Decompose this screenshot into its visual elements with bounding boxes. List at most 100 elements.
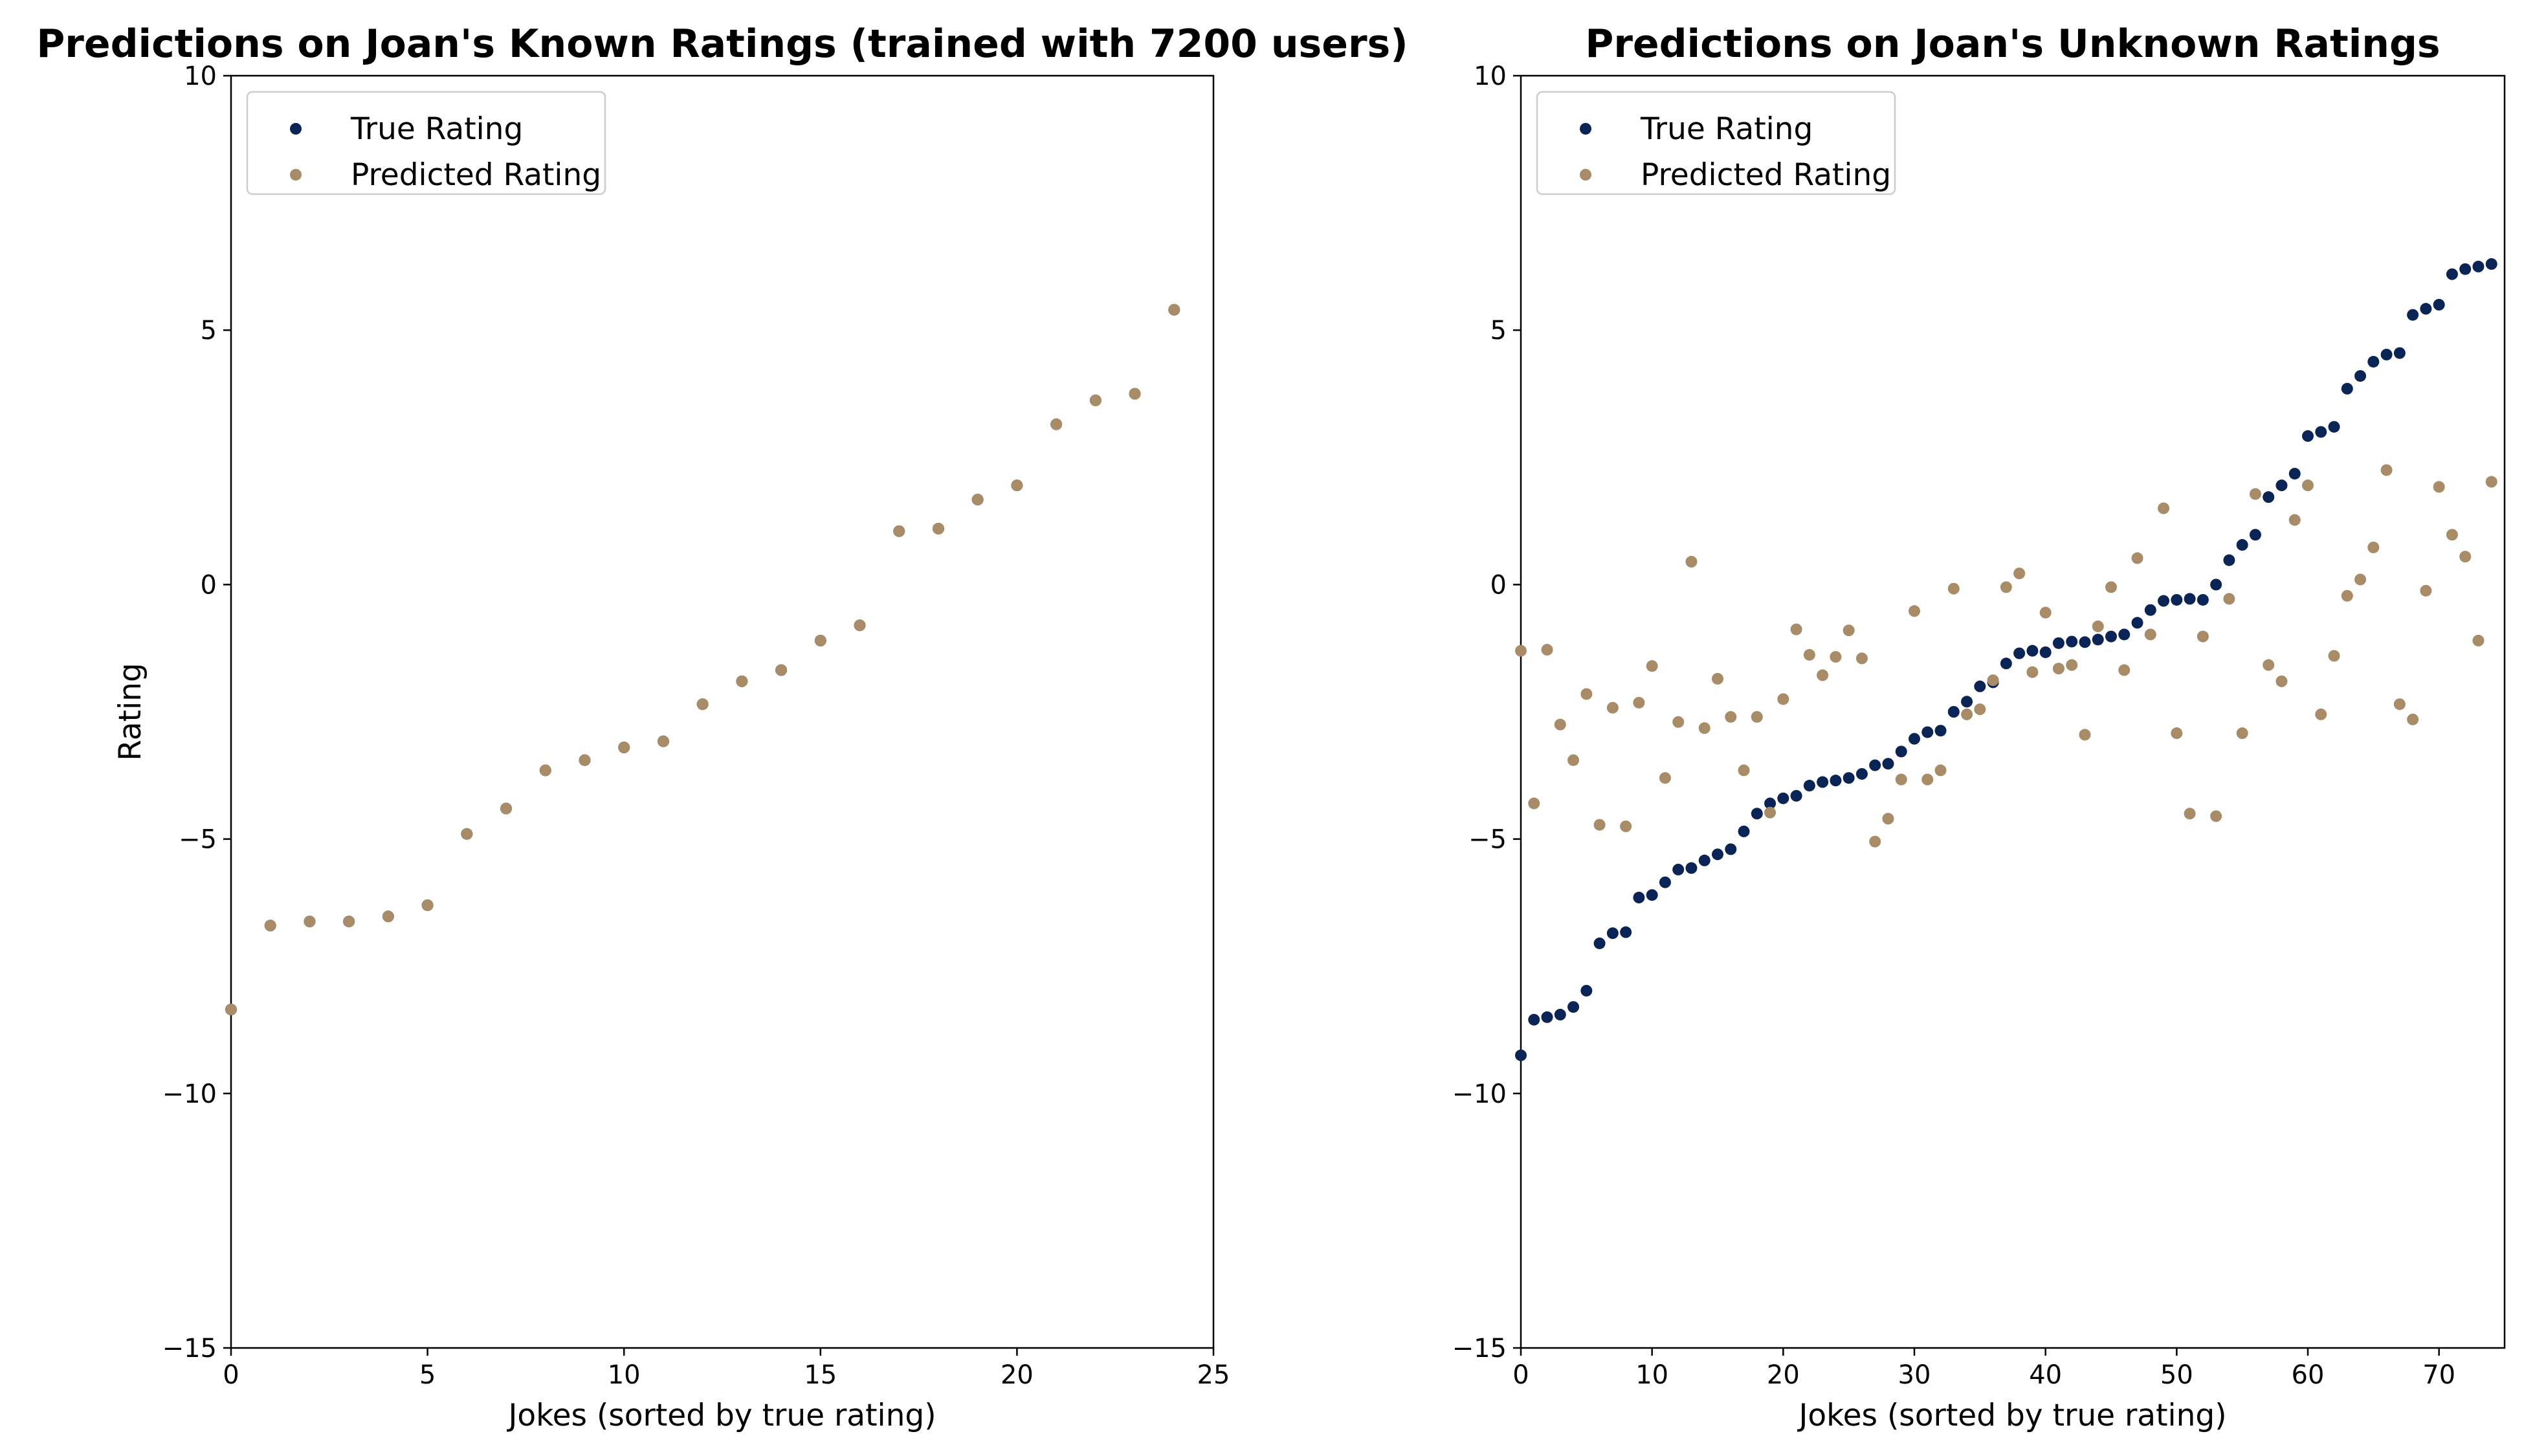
predicted-rating-point [2407, 713, 2419, 725]
true-rating-point [2118, 628, 2131, 641]
true-rating-point [1817, 776, 1829, 788]
known-ratings-plot: Predictions on Joan's Known Ratings (tra… [36, 21, 1408, 1433]
y-tick-label: 10 [184, 61, 217, 91]
predicted-rating-point [2328, 650, 2340, 662]
predicted-rating-point [1646, 660, 1658, 672]
predicted-rating-point [2184, 808, 2196, 820]
predicted-rating-point [1541, 644, 1553, 656]
chart-title: Predictions on Joan's Unknown Ratings [1585, 21, 2440, 67]
predicted-rating-point [1089, 394, 1101, 406]
predicted-rating-point [2472, 634, 2485, 646]
predicted-rating-point [775, 664, 788, 676]
true-rating-point [2079, 636, 2091, 648]
y-tick-label: −15 [162, 1334, 217, 1363]
predicted-rating-point [1129, 388, 1141, 400]
true-rating-point [2380, 348, 2393, 360]
true-rating-point [1803, 780, 1815, 792]
predicted-rating-point [1712, 672, 1723, 685]
predicted-rating-point [1974, 703, 1986, 716]
true-rating-point [2472, 260, 2485, 272]
true-rating-point [1659, 876, 1671, 888]
true-rating-point [1869, 759, 1881, 771]
predicted-rating-point [1830, 651, 1842, 663]
x-tick-label: 40 [2029, 1360, 2062, 1390]
y-tick-label: 0 [1490, 570, 1507, 600]
predicted-rating-point [618, 742, 630, 754]
true-rating-point [1738, 825, 1750, 837]
true-rating-point [2341, 382, 2353, 395]
predicted-rating-point [2315, 708, 2327, 720]
x-tick-label: 10 [608, 1360, 641, 1390]
predicted-rating-point [1751, 711, 1763, 723]
predicted-rating-point [971, 494, 984, 506]
true-rating-point [2407, 309, 2419, 321]
x-tick-label: 50 [2160, 1360, 2193, 1390]
true-rating-point [1593, 937, 1606, 949]
predicted-rating-point [696, 698, 709, 711]
true-rating-point [2105, 630, 2117, 643]
true-rating-point [2263, 491, 2275, 503]
predicted-rating-point [2275, 675, 2288, 687]
true-rating-point [1790, 789, 1802, 802]
predicted-rating-point [2131, 552, 2143, 564]
predicted-rating-point [2367, 541, 2380, 553]
true-rating-point [2144, 604, 2156, 616]
predicted-rating-point [1803, 648, 1815, 661]
predicted-rating-point [225, 1004, 237, 1016]
true-rating-point [2288, 467, 2301, 480]
true-rating-point [2367, 355, 2380, 368]
legend-marker-true [290, 123, 302, 135]
true-rating-point [2131, 617, 2143, 629]
predicted-rating-point [2066, 659, 2078, 671]
x-tick-label: 20 [1767, 1360, 1800, 1390]
legend-marker-predicted [1580, 169, 1591, 181]
true-rating-point [2315, 426, 2327, 438]
true-rating-point [2000, 657, 2012, 670]
x-tick-label: 25 [1197, 1360, 1230, 1390]
x-axis-label: Jokes (sorted by true rating) [506, 1398, 936, 1433]
predicted-rating-point [2236, 727, 2248, 740]
true-rating-point [1961, 696, 1973, 708]
true-rating-point [2052, 637, 2065, 649]
predicted-rating-point [2105, 581, 2117, 593]
true-rating-point [2171, 593, 2183, 606]
true-rating-point [2223, 554, 2235, 566]
y-tick-label: 5 [201, 316, 217, 346]
y-tick-label: −10 [162, 1079, 217, 1109]
predicted-rating-point [2263, 659, 2275, 671]
x-tick-label: 20 [1001, 1360, 1034, 1390]
predicted-rating-point [814, 634, 826, 646]
true-rating-point [1843, 772, 1855, 784]
predicted-rating-point [2171, 727, 2183, 740]
true-rating-point [2210, 579, 2222, 591]
true-rating-point [2092, 634, 2104, 646]
x-tick-label: 15 [804, 1360, 837, 1390]
predicted-rating-point [1168, 303, 1180, 316]
predicted-rating-point [1685, 556, 1698, 568]
predicted-rating-point [2459, 551, 2472, 563]
predicted-rating-point [1698, 722, 1710, 734]
predicted-rating-point [2485, 476, 2497, 488]
predicted-rating-point [2210, 810, 2222, 822]
legend-label-true: True Rating [350, 111, 523, 147]
predicted-rating-point [1843, 624, 1855, 637]
y-tick-label: −5 [179, 825, 217, 855]
predicted-rating-point [500, 802, 513, 815]
predicted-rating-point [421, 899, 434, 911]
predicted-rating-point [1659, 772, 1671, 784]
predicted-rating-point [1593, 819, 1606, 831]
x-tick-label: 5 [419, 1360, 436, 1390]
predicted-rating-point [2079, 729, 2091, 741]
true-rating-point [2459, 263, 2472, 275]
plot-frame [230, 74, 1215, 1349]
x-tick-label: 30 [1898, 1360, 1931, 1390]
true-rating-point [1541, 1011, 1553, 1023]
x-tick-label: 0 [223, 1360, 239, 1390]
predicted-rating-point [343, 915, 355, 927]
legend-label-predicted: Predicted Rating [351, 157, 601, 193]
true-rating-point [1567, 1001, 1580, 1013]
true-rating-point [1620, 926, 1632, 938]
true-rating-point [1751, 808, 1763, 820]
predicted-rating-point [1934, 764, 1947, 777]
